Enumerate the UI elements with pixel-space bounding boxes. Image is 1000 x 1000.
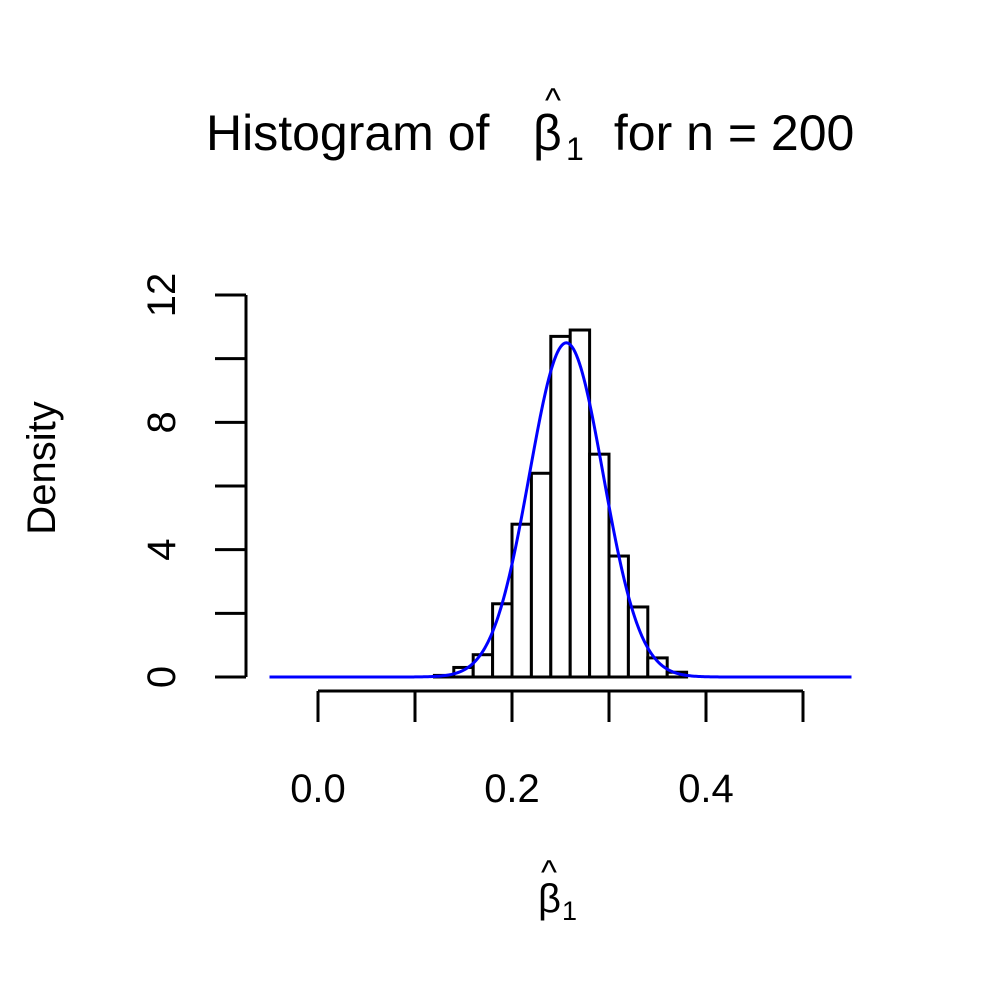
y-axis-label: Density xyxy=(20,401,64,534)
density-curve xyxy=(269,341,852,679)
histogram-bar xyxy=(529,471,553,679)
histogram-bar xyxy=(549,334,572,679)
x-tick-label: 0.4 xyxy=(678,767,734,811)
x-tick-label: 0.2 xyxy=(484,767,540,811)
x-label-beta-symbol: β xyxy=(538,877,561,921)
x-axis-label: β ^ 1 xyxy=(538,854,577,926)
chart-title: Histogram of β ^ 1 for n = 200 xyxy=(206,82,854,167)
title-suffix: for n = 200 xyxy=(600,105,854,161)
histogram-bar xyxy=(607,554,630,679)
x-tick-label: 0.0 xyxy=(290,767,346,811)
x-label-subscript: 1 xyxy=(562,896,577,926)
title-subscript: 1 xyxy=(566,131,584,167)
histogram-bar xyxy=(491,602,514,679)
x-axis: 0.0 0.2 0.4 xyxy=(290,689,805,811)
y-tick-label: 0 xyxy=(140,666,184,688)
density-curve-layer xyxy=(269,341,852,679)
histogram-bar xyxy=(626,605,650,679)
title-beta-symbol: β xyxy=(533,105,562,161)
x-label-hat: ^ xyxy=(541,854,557,892)
y-tick-label: 4 xyxy=(140,539,184,561)
y-tick-label: 8 xyxy=(140,411,184,433)
histogram-bar xyxy=(568,328,592,679)
histogram-bars xyxy=(432,328,689,679)
y-axis: 0 4 8 12 xyxy=(140,273,248,688)
title-prefix: Histogram of xyxy=(206,105,503,161)
y-tick-label: 12 xyxy=(140,273,184,318)
title-hat: ^ xyxy=(545,82,561,120)
